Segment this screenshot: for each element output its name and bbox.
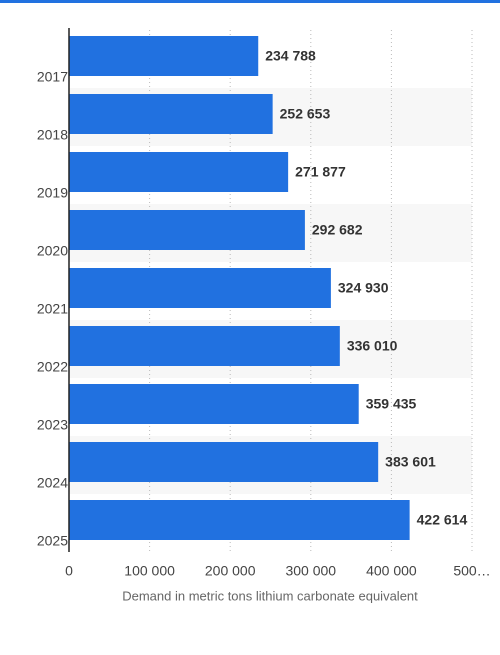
y-tick-label: 2025: [37, 533, 68, 549]
y-tick-label: 2017: [37, 69, 68, 85]
bar: [69, 210, 305, 250]
value-label: 336 010: [347, 338, 398, 354]
x-tick-label: 0: [65, 563, 73, 579]
x-tick-label: 500…: [453, 563, 490, 579]
bar: [69, 500, 410, 540]
value-label: 234 788: [265, 48, 316, 64]
bar: [69, 326, 340, 366]
y-tick-label: 2021: [37, 301, 68, 317]
bar: [69, 442, 379, 482]
y-tick-label: 2019: [37, 185, 68, 201]
x-tick-label: 400 000: [366, 563, 417, 579]
bar: [69, 152, 289, 192]
value-label: 252 653: [280, 106, 331, 122]
x-tick-label: 100 000: [124, 563, 175, 579]
y-tick-label: 2024: [37, 475, 68, 491]
top-bar: [0, 0, 500, 3]
y-tick-label: 2022: [37, 359, 68, 375]
bar: [69, 94, 273, 134]
value-label: 359 435: [366, 396, 417, 412]
x-axis-label: Demand in metric tons lithium carbonate …: [122, 588, 418, 603]
bar: [69, 268, 331, 308]
value-label: 383 601: [385, 454, 436, 470]
value-label: 292 682: [312, 222, 363, 238]
x-tick-label: 200 000: [205, 563, 256, 579]
bar: [69, 36, 259, 76]
y-tick-label: 2020: [37, 243, 68, 259]
x-tick-label: 300 000: [285, 563, 336, 579]
y-tick-label: 2018: [37, 127, 68, 143]
y-tick-label: 2023: [37, 417, 68, 433]
value-label: 324 930: [338, 280, 389, 296]
value-label: 271 877: [295, 164, 346, 180]
value-label: 422 614: [417, 512, 468, 528]
bar: [69, 384, 359, 424]
